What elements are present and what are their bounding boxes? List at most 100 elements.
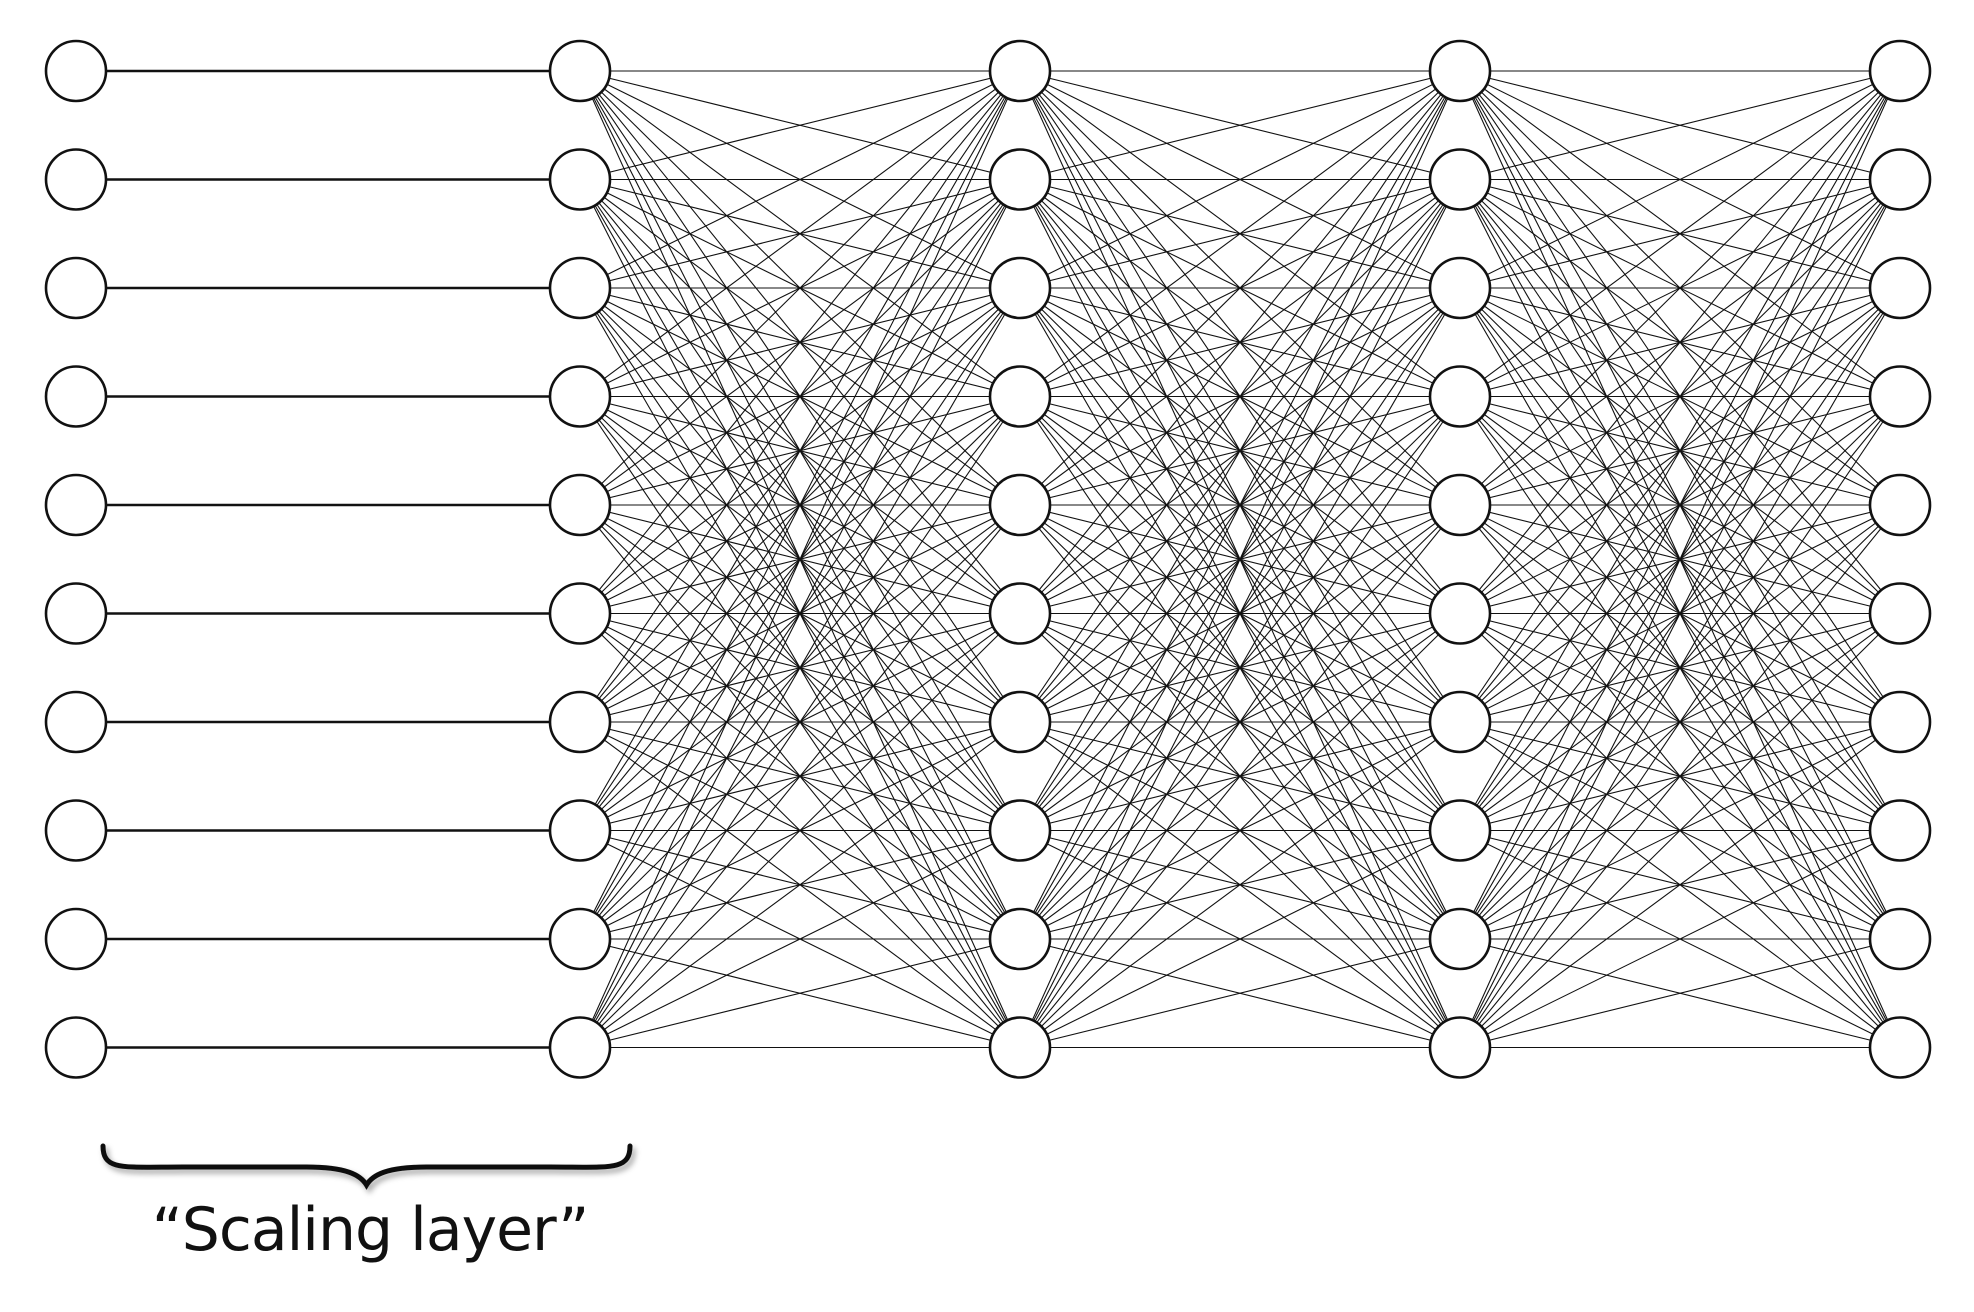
edge-l1n2-l2n0 [579, 70, 1021, 289]
edge-l3n9-l4n0 [1459, 70, 1901, 1048]
edge-l2n9-l3n6 [1019, 721, 1461, 1048]
node-layer2-1 [988, 148, 1052, 211]
node-layer0-7 [44, 799, 108, 862]
edge-l2n9-l3n3 [1019, 396, 1461, 1048]
node-layer4-9 [1868, 1016, 1932, 1079]
edge-l3n9-l4n5 [1459, 613, 1901, 1048]
node-layer0-6 [44, 690, 108, 754]
edge-l2n9-l3n2 [1019, 287, 1461, 1048]
node-layer1-0 [548, 39, 612, 103]
node-layer4-6 [1868, 690, 1932, 754]
edge-l1n6-l2n0 [579, 70, 1021, 723]
edge-l2n9-l3n4 [1019, 504, 1461, 1048]
edge-l2n9-l3n0 [1019, 70, 1461, 1048]
edge-l2n6-l3n0 [1019, 70, 1461, 723]
node-layer1-2 [548, 256, 612, 320]
node-layer4-7 [1868, 799, 1932, 862]
node-layer1-8 [548, 907, 612, 971]
node-layer1-6 [548, 690, 612, 754]
node-layer4-5 [1868, 582, 1932, 645]
edge-l1n7-l2n0 [579, 70, 1021, 831]
node-layer2-0 [988, 39, 1052, 103]
node-layer4-1 [1868, 148, 1932, 211]
node-layer3-2 [1428, 256, 1492, 320]
node-layer2-6 [988, 690, 1052, 754]
edge-l3n9-l4n1 [1459, 179, 1901, 1048]
edge-l1n4-l2n0 [579, 70, 1021, 506]
edge-l3n6-l4n0 [1459, 70, 1901, 723]
edge-l1n9-l2n5 [579, 613, 1021, 1048]
node-layer4-8 [1868, 907, 1932, 971]
node-layer4-0 [1868, 39, 1932, 103]
edge-l1n9-l2n4 [579, 504, 1021, 1048]
edge-l1n9-l2n3 [579, 396, 1021, 1048]
node-layer3-7 [1428, 799, 1492, 862]
edge-l3n4-l4n0 [1459, 70, 1901, 506]
edge-l1n1-l2n0 [579, 70, 1021, 181]
node-layer0-2 [44, 256, 108, 320]
node-layer3-5 [1428, 582, 1492, 645]
edge-l3n5-l4n0 [1459, 70, 1901, 614]
node-layer1-4 [548, 473, 612, 537]
scaling-layer-label: “Scaling layer” [151, 1195, 590, 1265]
edge-l1n9-l2n2 [579, 287, 1021, 1048]
node-layer1-9 [548, 1016, 612, 1079]
node-layer3-8 [1428, 907, 1492, 971]
edge-l2n5-l3n0 [1019, 70, 1461, 614]
node-layer0-5 [44, 582, 108, 645]
edge-l1n9-l2n1 [579, 179, 1021, 1048]
edge-l3n9-l4n3 [1459, 396, 1901, 1048]
node-layer0-9 [44, 1016, 108, 1079]
node-layer2-4 [988, 473, 1052, 537]
edge-l3n9-l4n7 [1459, 830, 1901, 1048]
node-layer2-2 [988, 256, 1052, 320]
edge-l2n9-l3n7 [1019, 830, 1461, 1048]
edge-l2n9-l3n5 [1019, 613, 1461, 1048]
edge-l2n2-l3n0 [1019, 70, 1461, 289]
scaling-layer-brace [100, 1143, 633, 1190]
edge-l2n8-l3n0 [1019, 70, 1461, 940]
node-layer3-0 [1428, 39, 1492, 103]
node-layer4-4 [1868, 473, 1932, 537]
node-layer1-1 [548, 148, 612, 211]
node-layer2-3 [988, 365, 1052, 428]
node-layer4-2 [1868, 256, 1932, 320]
node-layer3-4 [1428, 473, 1492, 537]
node-layer2-8 [988, 907, 1052, 971]
edge-l2n4-l3n0 [1019, 70, 1461, 506]
edge-l1n9-l2n6 [579, 721, 1021, 1048]
edge-l2n9-l3n1 [1019, 179, 1461, 1048]
edge-l3n8-l4n0 [1459, 70, 1901, 940]
node-layer3-1 [1428, 148, 1492, 211]
edge-l3n1-l4n0 [1459, 70, 1901, 181]
node-layer0-1 [44, 148, 108, 211]
edge-l1n9-l2n7 [579, 830, 1021, 1048]
connection-lines [76, 69, 1901, 1049]
edge-l2n3-l3n0 [1019, 70, 1461, 397]
edge-l1n9-l2n0 [579, 70, 1021, 1048]
edge-l2n7-l3n0 [1019, 70, 1461, 831]
node-layer3-6 [1428, 690, 1492, 754]
node-layer1-3 [548, 365, 612, 428]
neuron-nodes [44, 39, 1932, 1079]
node-layer2-7 [988, 799, 1052, 862]
edge-l2n1-l3n0 [1019, 70, 1461, 181]
edge-l3n2-l4n0 [1459, 70, 1901, 289]
edge-l3n9-l4n2 [1459, 287, 1901, 1048]
node-layer1-7 [548, 799, 612, 862]
node-layer0-4 [44, 473, 108, 537]
node-layer3-9 [1428, 1016, 1492, 1079]
node-layer2-5 [988, 582, 1052, 645]
node-layer4-3 [1868, 365, 1932, 428]
edge-l1n3-l2n0 [579, 70, 1021, 397]
node-layer3-3 [1428, 365, 1492, 428]
node-layer0-8 [44, 907, 108, 971]
edge-l1n8-l2n0 [579, 70, 1021, 940]
node-layer0-0 [44, 39, 108, 103]
edge-l3n3-l4n0 [1459, 70, 1901, 397]
node-layer2-9 [988, 1016, 1052, 1079]
edge-l3n9-l4n6 [1459, 721, 1901, 1048]
edge-l1n5-l2n0 [579, 70, 1021, 614]
edge-l1n9-l2n8 [579, 938, 1021, 1049]
